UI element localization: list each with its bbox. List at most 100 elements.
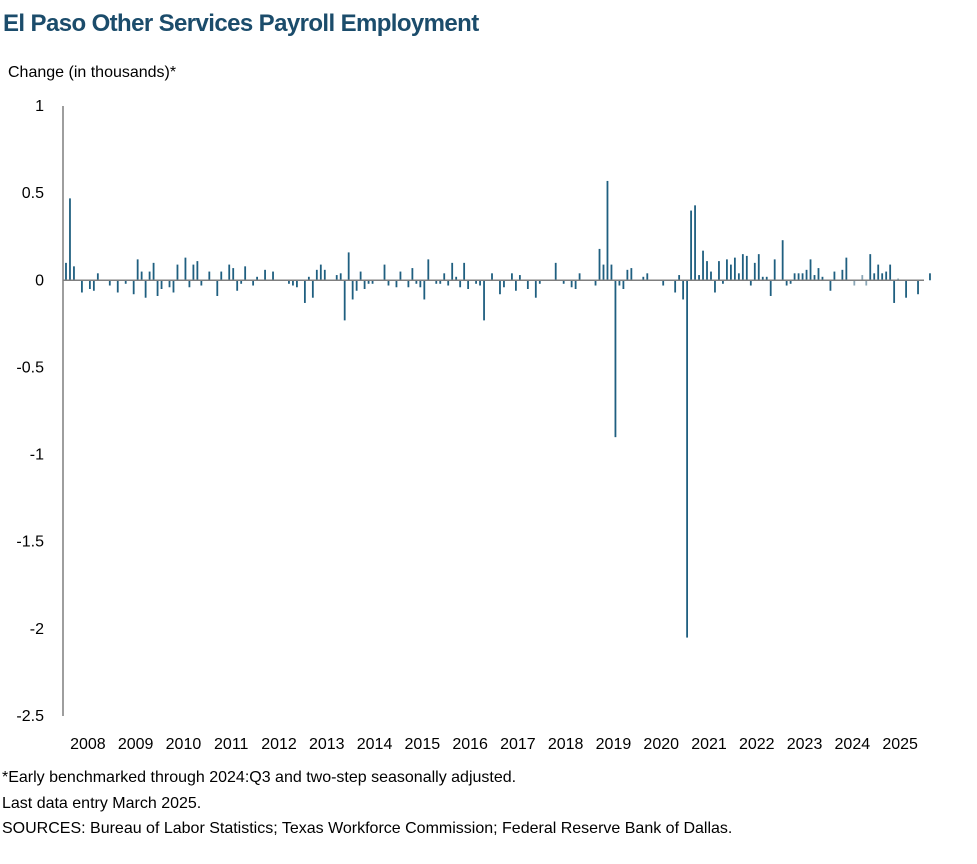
bar [515, 280, 517, 291]
bar [845, 257, 848, 281]
bar [264, 269, 266, 281]
bar [503, 280, 505, 288]
bar [610, 264, 613, 281]
bar [367, 280, 370, 284]
bar [578, 273, 581, 281]
bar [518, 275, 521, 281]
bar [343, 280, 346, 321]
bar [897, 278, 900, 281]
bar [865, 280, 868, 286]
bar [272, 271, 274, 281]
bar [511, 273, 513, 281]
bar [554, 262, 557, 281]
bar [92, 280, 95, 291]
bar [614, 280, 617, 438]
y-tick-label: -1.5 [16, 534, 44, 551]
bar [108, 280, 111, 286]
bar [841, 269, 844, 281]
y-axis-label: Change (in thousands)* [8, 64, 177, 81]
bar [144, 280, 147, 298]
y-tick-label: 1 [35, 98, 44, 115]
bar [861, 275, 864, 281]
bar [359, 271, 362, 281]
bar [387, 280, 390, 286]
bar [562, 280, 565, 284]
bar [435, 280, 438, 284]
x-tick-label: 2018 [548, 736, 584, 753]
bar [351, 280, 354, 300]
chart-title: El Paso Other Services Payroll Employmen… [3, 10, 479, 37]
bar [526, 280, 529, 289]
bar [594, 280, 597, 286]
bar [148, 271, 151, 281]
bar [491, 273, 493, 281]
bar [706, 261, 708, 281]
bar [140, 271, 143, 281]
x-tick-label: 2020 [643, 736, 679, 753]
bar [136, 259, 139, 281]
bar [642, 276, 645, 281]
bar [881, 273, 884, 281]
x-tick-label: 2013 [309, 736, 345, 753]
bar [606, 180, 609, 281]
bar [132, 280, 135, 295]
bar [769, 280, 772, 296]
bar [240, 280, 243, 284]
bar [315, 269, 318, 281]
x-tick-label: 2012 [261, 736, 297, 753]
bar [809, 259, 812, 281]
bar [797, 273, 800, 281]
y-axis-ticks: 1 0.5 0 -0.5 -1 -1.5 -2 -2.5 [16, 98, 44, 725]
bar [817, 268, 820, 281]
bar [761, 276, 764, 281]
bar [737, 273, 740, 281]
bar [853, 280, 856, 286]
bar [893, 280, 896, 303]
bar [714, 280, 716, 293]
bar [662, 280, 665, 286]
x-tick-label: 2015 [405, 736, 441, 753]
bar [196, 261, 199, 281]
bar [757, 254, 760, 281]
bar [455, 276, 458, 281]
bar [363, 280, 366, 289]
bar [459, 280, 462, 288]
bar [873, 273, 876, 281]
x-tick-label: 2024 [835, 736, 871, 753]
bar [686, 280, 688, 638]
bar [256, 276, 258, 281]
bar [172, 280, 175, 293]
bar [538, 280, 541, 284]
x-tick-label: 2010 [166, 736, 202, 753]
bar [73, 266, 75, 281]
bar [602, 264, 605, 281]
bar [339, 273, 342, 281]
y-tick-label: -2 [30, 621, 44, 638]
bar [733, 257, 736, 281]
bar [176, 264, 179, 281]
bar [829, 280, 832, 291]
bar [216, 280, 219, 296]
bar [793, 273, 796, 281]
y-tick-label: 0.5 [22, 185, 44, 202]
bar-series [65, 180, 931, 638]
bar [785, 280, 788, 286]
bar [718, 261, 720, 281]
y-tick-label: -2.5 [16, 708, 44, 725]
bar [869, 254, 872, 281]
bar [399, 271, 402, 281]
bar [885, 271, 888, 281]
bar-chart: 10.50-0.5-1-1.5-2-2.5 2008 2009 2010 2011 20… [16, 98, 931, 753]
bar [781, 240, 784, 281]
bar [252, 280, 255, 286]
bar [698, 275, 700, 281]
x-tick-label: 2014 [357, 736, 393, 753]
x-tick-label: 2016 [452, 736, 488, 753]
bar [702, 250, 704, 281]
bar [395, 280, 398, 288]
bar [813, 275, 816, 281]
bar [152, 262, 155, 281]
bar [499, 280, 501, 295]
x-tick-label: 2021 [691, 736, 727, 753]
bar [192, 264, 195, 281]
